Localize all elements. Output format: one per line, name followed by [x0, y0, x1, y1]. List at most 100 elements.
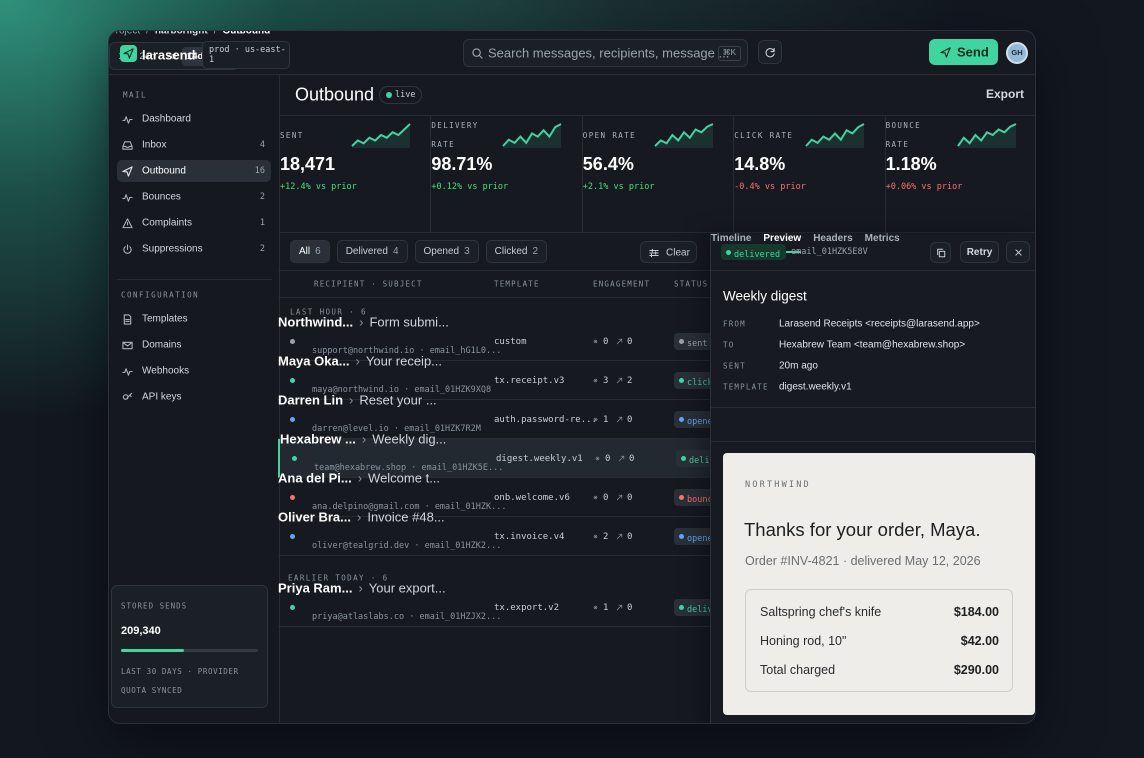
nav-item[interactable]: Outbound 16	[117, 160, 271, 182]
status-badge: sent	[674, 333, 710, 350]
filter-chip[interactable]: Delivered 4	[336, 240, 408, 263]
clear-button[interactable]: Clear	[640, 241, 697, 263]
message-row[interactable]: Maya Oka... › Your receip... maya@northwind…	[278, 354, 710, 400]
kpi-label: DELIVERY RATE	[431, 121, 479, 149]
top-bar: larasend prod · us-east-1 Project / harborli…	[109, 30, 1035, 75]
icon	[122, 115, 133, 124]
message-row[interactable]: Oliver Bra... › Invoice #48... oliver@tealg…	[278, 510, 710, 556]
send-button[interactable]: Send	[929, 39, 998, 65]
avatar[interactable]: GH	[1006, 42, 1028, 64]
filter-count: 2	[532, 246, 539, 257]
field-label: SENT	[723, 361, 746, 371]
field-value: digest.weekly.v1	[779, 381, 852, 393]
nav-item[interactable]: Domains	[117, 334, 271, 356]
subject: Reset your ...	[359, 392, 437, 408]
kpi-head: SENT	[280, 116, 411, 154]
row-title: Ana del Pi... › Welcome t...	[278, 471, 710, 486]
refresh-button[interactable]	[758, 40, 782, 64]
nav-item[interactable]: Webhooks	[117, 360, 271, 382]
status-badge: delivered	[721, 244, 787, 260]
icon	[616, 338, 623, 345]
filter-chip[interactable]: All 6	[290, 240, 330, 263]
filter-chip[interactable]: Opened 3	[414, 240, 479, 263]
sparkline-line	[654, 123, 714, 147]
status-badge: delivered	[674, 599, 710, 616]
icon	[1015, 249, 1022, 256]
app-window: larasend prod · us-east-1 Project / harborli…	[108, 30, 1036, 724]
recipient-name: Ana del Pi...	[278, 470, 352, 486]
close-button[interactable]	[1006, 241, 1030, 263]
icon	[122, 217, 133, 228]
row-meta: maya@northwind.io · email_01HZK9XQ8	[312, 385, 492, 395]
nav-label: Bounces	[142, 191, 181, 203]
kpi-card: DELIVERY RATE 98.71% +0.12% vs prior	[431, 116, 583, 233]
send-label: Send	[957, 44, 989, 60]
recipient-name: Darren Lin	[278, 392, 344, 408]
icon	[593, 378, 598, 383]
tab[interactable]: Headers	[813, 233, 853, 244]
sparkline-area	[806, 124, 865, 148]
kpi-card: BOUNCE RATE 1.18% +0.06% vs prior	[885, 116, 1035, 233]
item-amount: $184.00	[953, 605, 999, 619]
badge-dot	[679, 534, 684, 539]
message-row[interactable]: Northwind... › Form submi... support@northw…	[278, 315, 710, 361]
search-box[interactable]: Search messages, recipients, message ...…	[463, 39, 748, 67]
time-range[interactable]: 7d	[165, 50, 177, 62]
sparkline	[805, 123, 865, 148]
status-badge: opened	[674, 528, 710, 545]
filter-count: 3	[464, 246, 470, 257]
sparkline-line	[351, 123, 411, 147]
icon	[765, 47, 775, 57]
tabs-rule-bottom	[711, 441, 1035, 442]
template: auth.password-re...	[494, 414, 597, 425]
row-meta: team@hexabrew.shop · email_01HZK5E...	[314, 463, 504, 473]
kpi-head: BOUNCE RATE	[886, 116, 1017, 154]
nav-label: Suppressions	[142, 243, 203, 255]
breadcrumb-item[interactable]: Project	[109, 30, 141, 37]
kpi-delta: +12.4% vs prior	[280, 182, 357, 192]
subject: Weekly dig...	[372, 431, 447, 447]
message-row[interactable]: Darren Lin › Reset your ... darren@level.io…	[278, 393, 710, 439]
storage-card: STORED SENDS 209,340 LAST 30 DAYS · PROVID…	[111, 585, 268, 708]
sparkline-line	[956, 123, 1017, 147]
nav-item[interactable]: Dashboard	[117, 108, 271, 130]
icon	[123, 48, 134, 59]
breadcrumb-item[interactable]: harborlight	[154, 30, 208, 37]
filter-chip[interactable]: Clicked 2	[485, 240, 548, 263]
nav-item[interactable]: Templates	[117, 308, 271, 330]
column-header: ENGAGEMENT	[593, 279, 651, 289]
template: tx.export.v2	[494, 602, 560, 613]
time-range[interactable]: 14d	[181, 46, 209, 66]
field-label: FROM	[723, 319, 746, 329]
opens: 0	[603, 492, 609, 503]
field-label: TEMPLATE	[723, 382, 769, 392]
time-range[interactable]: 24h	[139, 50, 156, 62]
icon	[937, 248, 946, 258]
breadcrumb: Project / harborlight / Outbound	[109, 30, 1035, 37]
nav-item[interactable]: API keys	[117, 386, 271, 408]
message-row[interactable]: Hexabrew ... › Weekly dig... team@hexabrew.…	[278, 432, 710, 478]
icon	[593, 534, 598, 539]
storage-value: 209,340	[121, 625, 161, 637]
nav-item[interactable]: Suppressions 2	[117, 238, 271, 260]
breadcrumb-item[interactable]: Outbound	[222, 30, 271, 37]
status-dot	[290, 534, 295, 539]
sparkline	[654, 123, 714, 148]
tab[interactable]: Timeline	[711, 233, 752, 244]
copy-button[interactable]	[930, 242, 951, 263]
message-id: email_01HZK5E8V	[791, 247, 868, 257]
row-title: Northwind... › Form submi...	[278, 315, 710, 330]
status-dot	[290, 605, 295, 610]
retry-button[interactable]: Retry	[960, 241, 999, 263]
message-row[interactable]: Priya Ram... › Your export... priya@atlasla…	[278, 581, 710, 627]
nav-item[interactable]: Inbox 4	[117, 134, 271, 156]
export-button[interactable]: Export	[985, 87, 1024, 101]
subject-separator: ›	[358, 580, 363, 596]
icon	[618, 455, 625, 462]
tab[interactable]: Metrics	[864, 233, 900, 244]
message-row[interactable]: Ana del Pi... › Welcome t... ana.delpino@gm…	[278, 471, 710, 517]
kpi-card: OPEN RATE 56.4% +2.1% vs prior	[582, 116, 735, 233]
nav-item[interactable]: Complaints 1	[117, 212, 271, 234]
nav-item[interactable]: Bounces 2	[117, 186, 271, 208]
sparkline-line	[502, 123, 562, 147]
